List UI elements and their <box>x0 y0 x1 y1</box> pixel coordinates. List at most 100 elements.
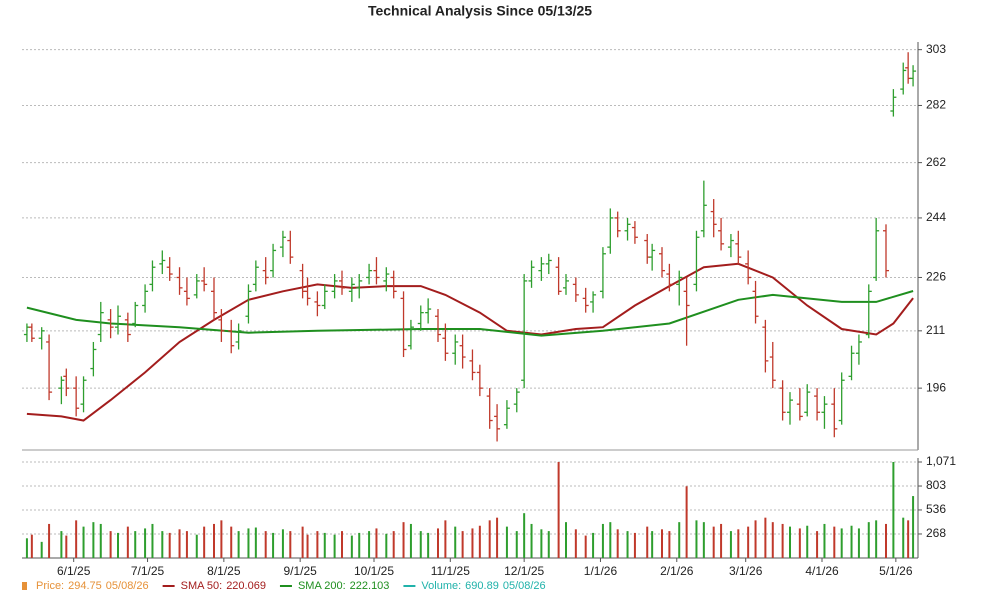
volume-bar <box>126 526 129 558</box>
volume-bar <box>444 520 447 558</box>
volume-bar <box>626 531 629 558</box>
volume-bar <box>565 522 567 558</box>
volume-bar <box>144 528 147 558</box>
volume-bar <box>609 522 612 558</box>
volume-bar <box>254 527 257 558</box>
legend-text: 220.069 <box>226 580 266 592</box>
volume-bar <box>789 526 791 558</box>
x-tick-label: 9/1/25 <box>283 564 317 578</box>
volume-bar <box>892 462 895 558</box>
volume-bar <box>427 532 430 558</box>
volume-bar <box>557 462 560 558</box>
volume-bar <box>237 531 240 558</box>
y-tick-label: 282 <box>926 98 946 112</box>
volume-bar <box>840 528 843 558</box>
legend-text: 690.89 <box>465 580 499 592</box>
volume-bar <box>323 532 326 558</box>
volume-bar <box>281 529 284 558</box>
volume-bar <box>850 525 853 558</box>
volume-bar <box>358 532 361 558</box>
y-tick-label: 803 <box>926 478 946 492</box>
volume-bar <box>30 534 33 558</box>
volume-bar <box>857 528 860 558</box>
volume-bar <box>547 531 550 558</box>
volume-bar <box>601 523 604 558</box>
x-tick-label: 1/1/26 <box>584 564 618 578</box>
volume-bar <box>515 531 518 558</box>
legend-text: SMA 50: <box>181 580 223 592</box>
volume-bar <box>185 531 188 558</box>
legend-text: SMA 200: <box>298 580 346 592</box>
x-tick-label: 6/1/25 <box>57 564 91 578</box>
y-tick-label: 268 <box>926 526 946 540</box>
volume-bar <box>523 513 526 558</box>
x-tick-label: 5/1/26 <box>879 564 913 578</box>
volume-bar <box>833 526 836 558</box>
sma-line <box>26 262 914 422</box>
volume-bar <box>161 531 164 558</box>
volume-bar <box>301 526 304 558</box>
sma-line <box>26 290 914 337</box>
x-tick-label: 3/1/26 <box>729 564 763 578</box>
volume-bar <box>151 523 154 558</box>
y-tick-label: 196 <box>926 380 946 394</box>
volume-bar <box>392 531 395 558</box>
volume-bar <box>316 531 319 558</box>
volume-bar <box>168 532 171 558</box>
legend-text: 05/08/26 <box>106 580 149 592</box>
volume-bar <box>419 531 422 558</box>
volume-bar <box>712 526 715 558</box>
x-tick-label: 11/1/25 <box>431 564 470 578</box>
volume-bar <box>574 529 577 558</box>
volume-bar <box>530 523 533 558</box>
volume-bar <box>816 531 819 558</box>
volume-bar <box>907 520 910 558</box>
volume-bar <box>695 520 698 558</box>
x-tick-label: 2/1/26 <box>660 564 694 578</box>
volume-bar <box>478 525 481 558</box>
volume-bar <box>92 522 95 558</box>
volume-bar <box>203 526 206 558</box>
volume-bar <box>488 520 491 558</box>
x-tick-label: 8/1/25 <box>207 564 241 578</box>
legend-text: Price: <box>36 580 64 592</box>
volume-bar <box>247 528 250 558</box>
y-tick-label: 226 <box>926 270 946 284</box>
volume-bar <box>806 525 809 558</box>
legend-marker <box>22 582 27 590</box>
volume-bar <box>350 535 353 558</box>
volume-bar <box>867 522 870 558</box>
y-tick-label: 244 <box>926 210 946 224</box>
volume-bar <box>289 531 292 558</box>
volume-bar <box>40 541 43 558</box>
volume-bar <box>99 523 102 558</box>
volume-bar <box>25 538 28 558</box>
volume-bar <box>764 517 767 558</box>
volume-bar <box>272 532 275 558</box>
volume-bar <box>584 535 587 558</box>
volume-bar <box>48 523 51 558</box>
volume-bar <box>134 531 137 558</box>
volume-bar <box>781 523 784 558</box>
volume-bar <box>195 534 198 558</box>
y-tick-label: 1,071 <box>926 454 956 468</box>
volume-bar <box>592 532 595 558</box>
volume-bar <box>60 531 63 558</box>
volume-bar <box>505 526 508 558</box>
volume-bar <box>616 529 619 558</box>
x-tick-label: 10/1/25 <box>354 564 394 578</box>
volume-bar <box>496 517 499 558</box>
volume-bar <box>678 522 681 558</box>
legend-text: 294.75 <box>68 580 102 592</box>
volume-bar <box>471 528 474 558</box>
volume-bar <box>702 522 705 558</box>
volume-bar <box>823 523 826 558</box>
volume-bar <box>454 526 457 558</box>
volume-bar <box>409 523 412 558</box>
y-tick-label: 536 <box>926 502 946 516</box>
volume-bar <box>82 526 85 558</box>
y-tick-label: 262 <box>926 155 946 169</box>
volume-bar <box>220 520 223 558</box>
volume-bar <box>668 531 671 558</box>
y-tick-label: 211 <box>926 323 945 337</box>
